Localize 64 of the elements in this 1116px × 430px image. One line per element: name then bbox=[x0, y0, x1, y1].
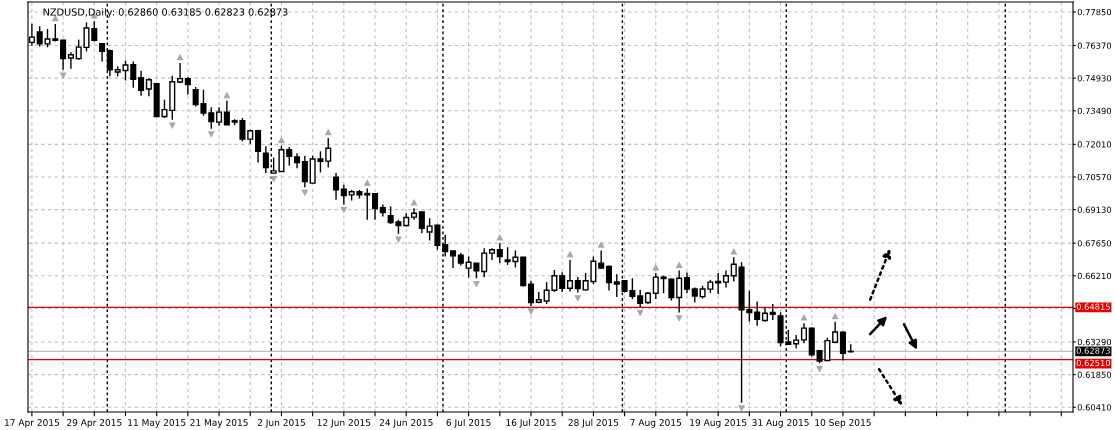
y-tick-label: 0.73490 bbox=[1077, 107, 1112, 115]
candlestick bbox=[754, 300, 761, 327]
candlestick bbox=[286, 146, 293, 167]
x-tick-label: 2 Jun 2015 bbox=[257, 419, 305, 428]
candlestick bbox=[67, 51, 74, 70]
candlestick bbox=[481, 247, 488, 278]
y-tick-label: 0.72010 bbox=[1077, 141, 1112, 148]
candlestick bbox=[715, 272, 722, 295]
candlestick bbox=[559, 271, 566, 293]
candlestick bbox=[364, 187, 371, 221]
x-tick-label: 7 Aug 2015 bbox=[630, 419, 682, 428]
y-tick-label: 0.67650 bbox=[1077, 240, 1112, 247]
x-tick-label: 31 Aug 2015 bbox=[752, 419, 809, 428]
candlestick bbox=[566, 259, 574, 293]
y-tick-label: 0.61850 bbox=[1077, 371, 1112, 378]
candlestick bbox=[652, 272, 659, 300]
x-tick-label: 24 Jun 2015 bbox=[379, 419, 433, 428]
candlestick bbox=[598, 249, 605, 270]
candlestick bbox=[333, 172, 340, 201]
candlestick bbox=[371, 192, 379, 221]
candlestick bbox=[262, 145, 269, 174]
candlestick bbox=[216, 106, 223, 127]
candlestick bbox=[301, 154, 308, 188]
candlestick bbox=[730, 256, 737, 283]
x-tick-label: 16 Jul 2015 bbox=[506, 418, 556, 428]
candlestick bbox=[683, 271, 691, 294]
candlestick bbox=[793, 334, 800, 350]
y-tick-label: 0.69130 bbox=[1077, 206, 1112, 213]
candlestick bbox=[340, 183, 347, 206]
candlestick bbox=[255, 129, 262, 164]
x-tick-label: 6 Jul 2015 bbox=[446, 418, 491, 428]
x-tick-label: 19 Aug 2015 bbox=[690, 419, 747, 428]
x-tick-label: 29 Apr 2015 bbox=[67, 419, 122, 428]
candlestick bbox=[145, 77, 152, 97]
candlestick bbox=[60, 39, 67, 71]
x-tick-label: 12 Jun 2015 bbox=[317, 419, 371, 428]
y-tick-label: 0.76370 bbox=[1077, 42, 1112, 49]
candlestick bbox=[605, 264, 613, 292]
y-tick-label: 0.66210 bbox=[1077, 272, 1112, 280]
candlestick bbox=[676, 269, 683, 314]
ref-line-label: 0.64815 bbox=[1076, 303, 1110, 310]
ref-line-label: 0.62510 bbox=[1076, 359, 1111, 367]
y-tick-label: 0.60410 bbox=[1077, 404, 1112, 411]
candlestick bbox=[613, 273, 620, 298]
x-tick-label: 21 May 2015 bbox=[190, 419, 248, 428]
y-tick-label: 0.63290 bbox=[1077, 338, 1112, 346]
candlestick bbox=[418, 210, 425, 234]
candlestick bbox=[138, 69, 145, 97]
y-tick-label: 0.77850 bbox=[1077, 8, 1112, 16]
y-tick-label: 0.74930 bbox=[1077, 75, 1112, 82]
candlestick bbox=[325, 137, 332, 169]
y-tick-label: 0.70570 bbox=[1077, 173, 1112, 181]
x-tick-label: 28 Jul 2015 bbox=[568, 418, 619, 428]
x-tick-label: 10 Sep 2015 bbox=[815, 419, 871, 428]
candlestick bbox=[449, 249, 457, 269]
candlestick bbox=[223, 100, 230, 126]
candlestick bbox=[527, 280, 535, 307]
text: NZDUSD,Daily: 0.62860 0.63185 0.62823 0.62873 bbox=[43, 8, 288, 18]
ref-line-label: 0.62873 bbox=[1076, 347, 1110, 354]
x-tick-label: 17 Apr 2015 bbox=[4, 419, 60, 428]
candlestick bbox=[800, 322, 807, 345]
candlestick bbox=[496, 242, 503, 264]
candlestick bbox=[839, 330, 846, 362]
x-tick-label: 11 May 2015 bbox=[128, 419, 186, 428]
